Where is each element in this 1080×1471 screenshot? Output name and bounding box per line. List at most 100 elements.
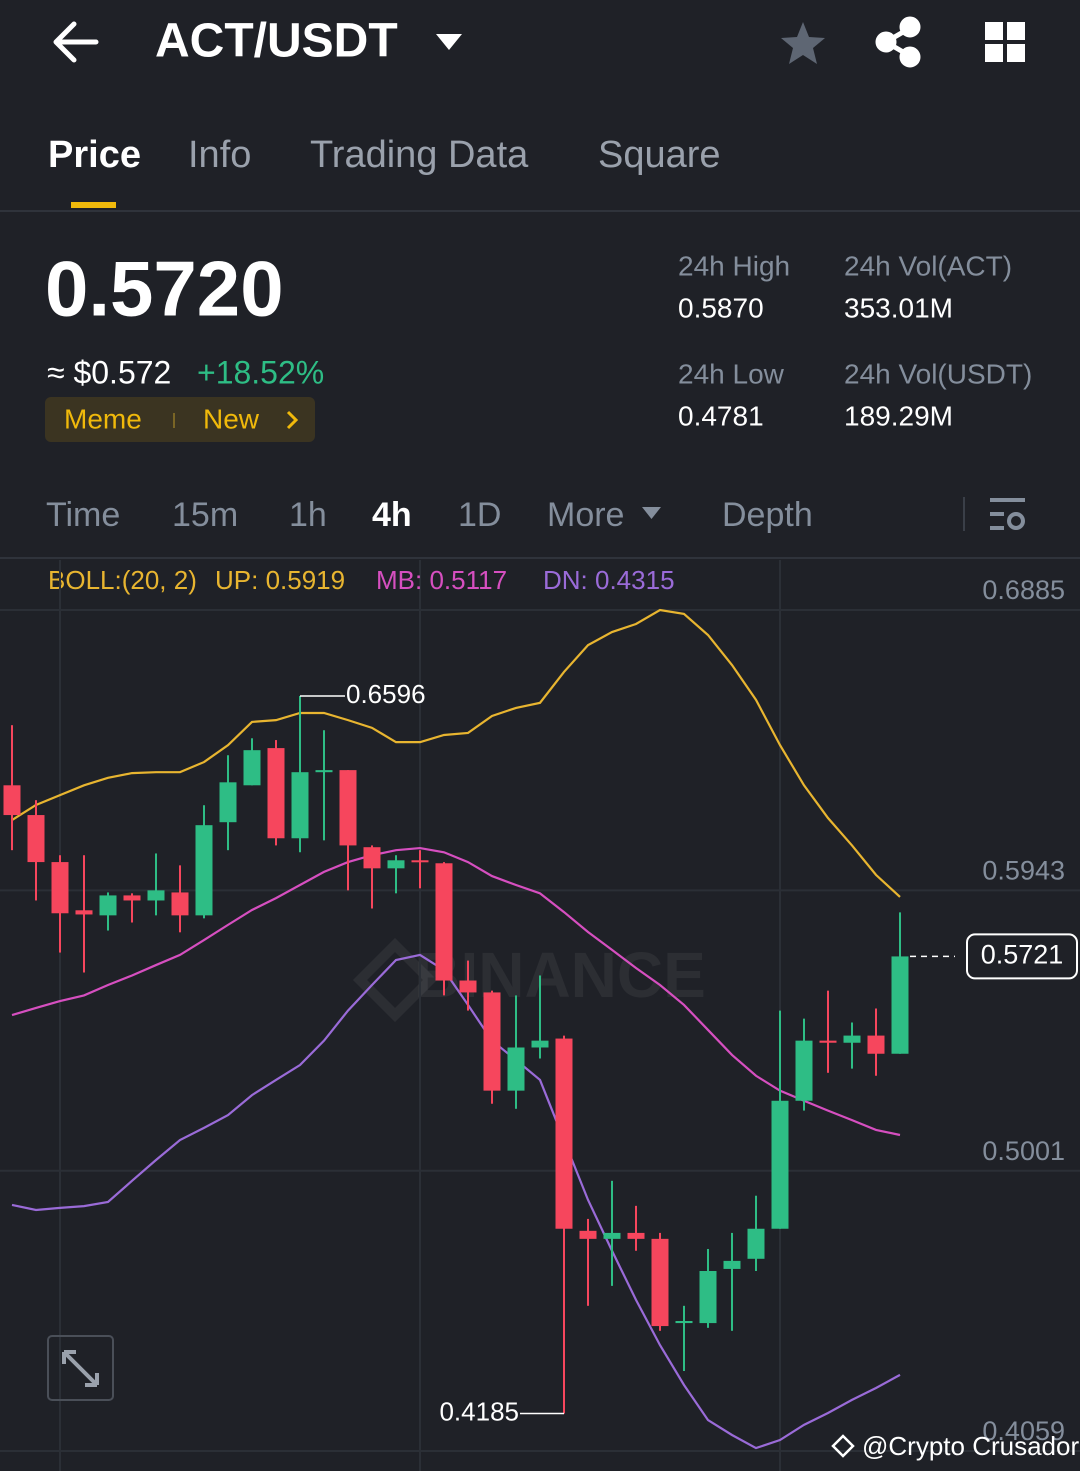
candle-body bbox=[867, 1035, 885, 1054]
interval[interactable]: More bbox=[547, 496, 624, 534]
grid-cell bbox=[1007, 44, 1025, 62]
last-price: 0.5720 bbox=[45, 245, 284, 333]
share-dot bbox=[899, 16, 921, 38]
candle-body bbox=[3, 785, 21, 816]
candle-body bbox=[411, 860, 429, 863]
grid-cell bbox=[985, 44, 1003, 62]
pair-dropdown[interactable] bbox=[436, 34, 462, 50]
candle-body bbox=[747, 1228, 765, 1259]
interval-active[interactable]: 4h bbox=[372, 496, 412, 534]
y-tick-label: 0.4059 bbox=[982, 1416, 1065, 1446]
stat-label: 24h Vol(ACT) bbox=[844, 250, 1012, 281]
candle-body bbox=[51, 862, 69, 914]
candle-body bbox=[819, 1040, 837, 1043]
candle-body bbox=[435, 863, 453, 981]
high-label: 0.6596 bbox=[346, 679, 426, 709]
back-icon bbox=[53, 21, 99, 63]
indicator-label: BOLL:(20, 2) bbox=[48, 565, 197, 595]
tab[interactable]: Square bbox=[598, 134, 721, 176]
share-dot bbox=[875, 31, 897, 53]
settings-icon[interactable] bbox=[990, 498, 1025, 530]
tab[interactable]: Info bbox=[188, 134, 251, 176]
candle-body bbox=[723, 1260, 741, 1269]
legend-entry: MB: 0.5117 bbox=[376, 565, 507, 595]
candle-body bbox=[363, 847, 381, 869]
y-tick-label: 0.6885 bbox=[982, 575, 1065, 605]
candle-body bbox=[315, 770, 333, 773]
candle-body bbox=[579, 1230, 597, 1239]
tag-box[interactable] bbox=[45, 397, 315, 442]
band-line bbox=[11, 846, 901, 1137]
credit-logo bbox=[831, 1434, 855, 1458]
share-icon[interactable] bbox=[875, 16, 921, 68]
candle-body bbox=[627, 1232, 645, 1239]
candle-body bbox=[75, 910, 93, 915]
candle-body bbox=[219, 782, 237, 823]
tab[interactable]: Trading Data bbox=[310, 134, 529, 176]
candle-body bbox=[171, 892, 189, 916]
more-dropdown bbox=[642, 507, 661, 519]
watermark: BINANCE bbox=[414, 939, 706, 1011]
interval[interactable]: 1D bbox=[458, 496, 501, 534]
band-line bbox=[11, 608, 901, 898]
last-price-box bbox=[966, 933, 1078, 980]
pair-title[interactable]: ACT/USDT bbox=[155, 15, 398, 68]
stat-value: 0.5870 bbox=[678, 292, 764, 323]
candle-body bbox=[555, 1038, 573, 1229]
candle-body bbox=[99, 895, 117, 916]
credit: @Crypto Crusador bbox=[862, 1431, 1079, 1461]
tab-active[interactable]: Price bbox=[48, 134, 141, 176]
approx-price: ≈ $0.572 bbox=[47, 354, 171, 390]
grid-cell bbox=[1007, 22, 1025, 40]
stat-label: 24h Vol(USDT) bbox=[844, 358, 1032, 389]
candle-body bbox=[147, 890, 165, 901]
back-button[interactable] bbox=[53, 21, 99, 63]
low-label: 0.4185 bbox=[439, 1396, 519, 1426]
interval[interactable]: 15m bbox=[172, 496, 238, 534]
stat-label: 24h High bbox=[678, 250, 790, 281]
candle-body bbox=[123, 895, 141, 901]
candle-body bbox=[795, 1040, 813, 1101]
candle-body bbox=[531, 1040, 549, 1048]
tag: New bbox=[203, 403, 260, 434]
chart: BINANCE 0.6885 0.5943 0.5001 0.4059 0.6596 0.4… bbox=[0, 560, 1080, 1471]
stat-value: 353.01M bbox=[844, 292, 953, 323]
interval[interactable]: 1h bbox=[289, 496, 327, 534]
grid-icon[interactable] bbox=[985, 22, 1025, 62]
candle-body bbox=[699, 1271, 717, 1324]
watermark-logo bbox=[352, 937, 438, 1023]
candle-body bbox=[843, 1035, 861, 1043]
tab-underline bbox=[71, 202, 116, 208]
legend-entry: DN: 0.4315 bbox=[543, 565, 675, 595]
candle-body bbox=[603, 1232, 621, 1239]
candle-body bbox=[483, 992, 501, 1091]
tag-chevron bbox=[286, 410, 299, 430]
candle-body bbox=[891, 956, 909, 1054]
candle-body bbox=[339, 770, 357, 846]
stat-label: 24h Low bbox=[678, 358, 785, 389]
expand-button[interactable] bbox=[47, 1335, 114, 1401]
stat-value: 0.4781 bbox=[678, 400, 764, 431]
candle-body bbox=[675, 1321, 693, 1324]
candle-body bbox=[651, 1238, 669, 1327]
candle-body bbox=[291, 772, 309, 839]
candle-body bbox=[267, 748, 285, 839]
last-price-label: 0.5721 bbox=[981, 940, 1064, 970]
candle-body bbox=[507, 1047, 525, 1091]
interval[interactable]: Time bbox=[46, 496, 120, 534]
y-tick-label: 0.5001 bbox=[982, 1136, 1065, 1166]
expand-icon bbox=[62, 1350, 99, 1387]
band-line bbox=[11, 953, 901, 1450]
candle-body bbox=[387, 860, 405, 869]
icon-circle bbox=[1007, 512, 1025, 530]
tag: Meme bbox=[64, 403, 142, 434]
share-dot bbox=[899, 46, 921, 68]
interval[interactable]: Depth bbox=[722, 496, 813, 534]
favorite-icon[interactable] bbox=[781, 22, 825, 64]
candle-body bbox=[243, 750, 261, 786]
price-change: +18.52% bbox=[197, 354, 324, 390]
candle-body bbox=[459, 980, 477, 993]
candle-body bbox=[195, 825, 213, 916]
y-tick-label: 0.5943 bbox=[982, 855, 1065, 885]
